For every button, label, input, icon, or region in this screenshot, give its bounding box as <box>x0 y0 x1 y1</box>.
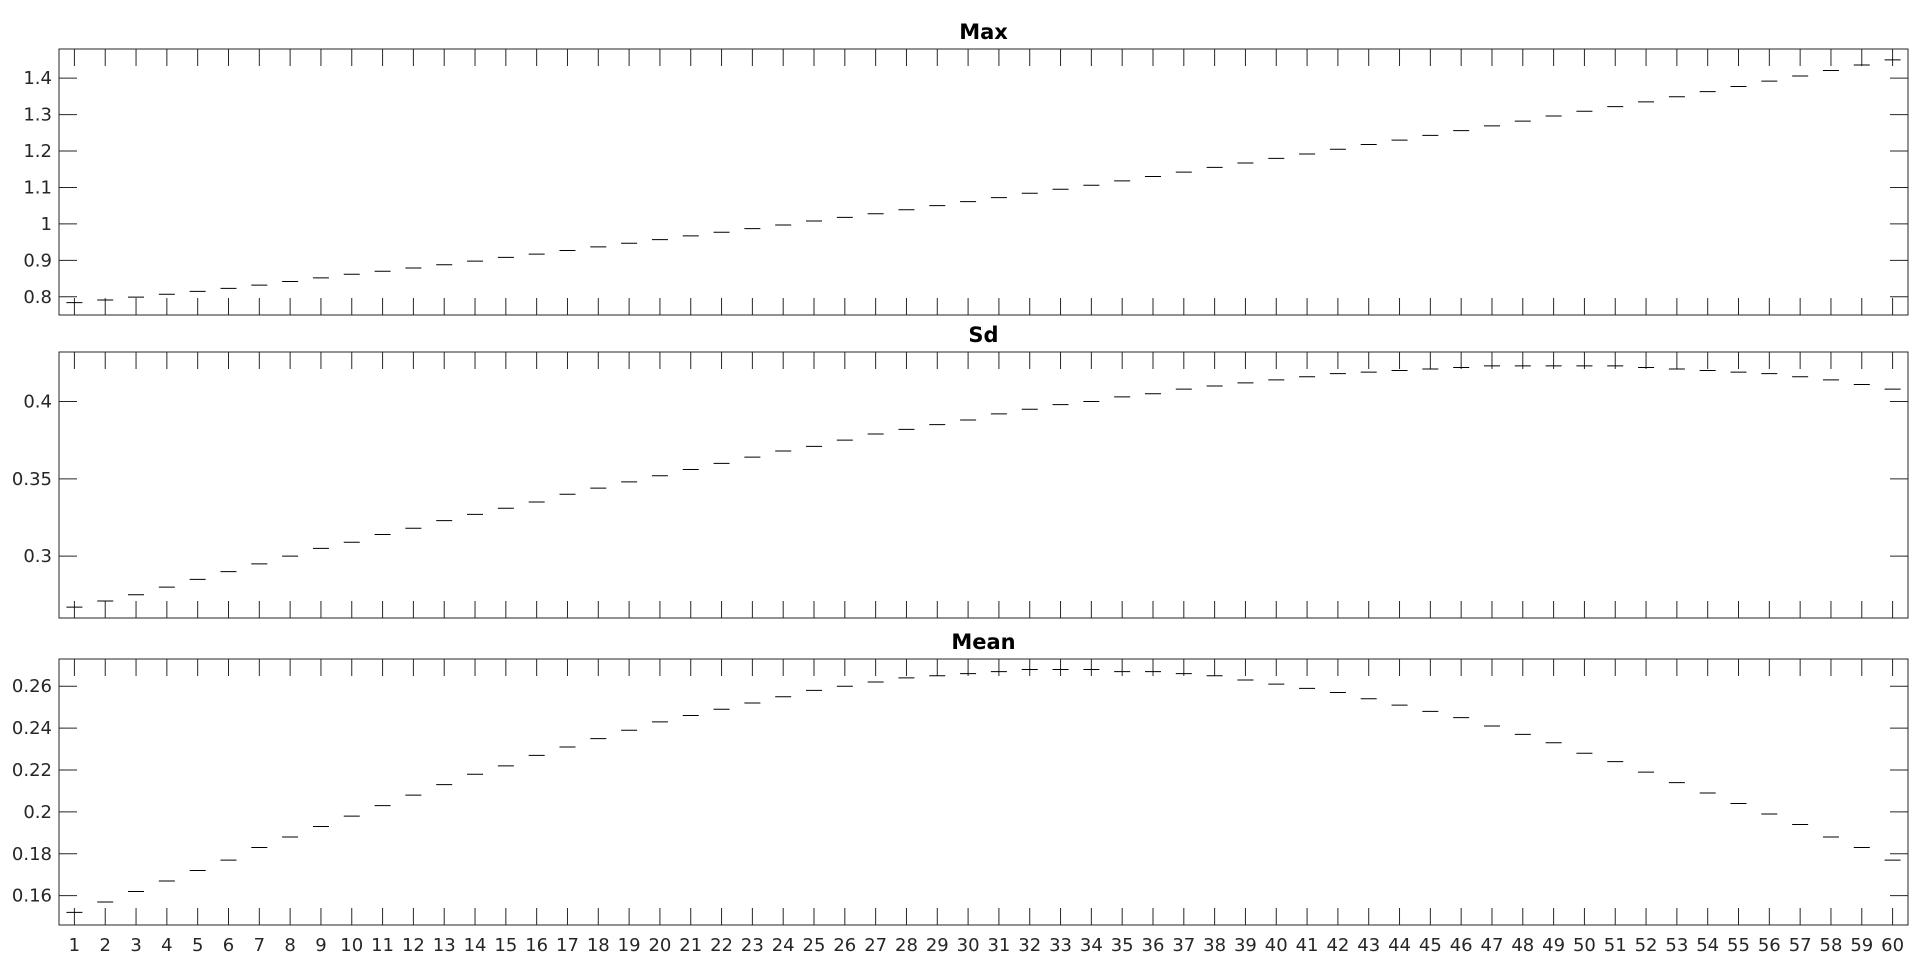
axes-frame-mean <box>58 658 1909 926</box>
x-tick-label: 13 <box>433 935 456 956</box>
y-tick-label: 0.8 <box>23 287 52 308</box>
x-tick-label: 57 <box>1789 935 1812 956</box>
y-tick-label: 0.2 <box>23 802 52 823</box>
x-tick-label: 36 <box>1142 935 1165 956</box>
x-tick-label: 43 <box>1357 935 1380 956</box>
x-tick-label: 4 <box>161 935 172 956</box>
y-tick-label: 0.4 <box>23 391 52 412</box>
y-tick-label: 0.9 <box>23 250 52 271</box>
x-tick-label: 29 <box>926 935 949 956</box>
x-tick-label: 60 <box>1881 935 1904 956</box>
y-tick-label: 1.2 <box>23 141 52 162</box>
x-tick-label: 19 <box>618 935 641 956</box>
x-tick-label: 12 <box>402 935 425 956</box>
x-tick-label: 48 <box>1511 935 1534 956</box>
x-tick-label: 44 <box>1388 935 1411 956</box>
x-tick-label: 9 <box>315 935 326 956</box>
x-tick-label: 16 <box>525 935 548 956</box>
x-tick-label: 23 <box>741 935 764 956</box>
x-tick-label: 38 <box>1203 935 1226 956</box>
x-tick-label: 10 <box>340 935 363 956</box>
x-tick-label: 30 <box>957 935 980 956</box>
x-tick-label: 37 <box>1172 935 1195 956</box>
y-tick-label: 0.22 <box>12 760 52 781</box>
x-tick-label: 27 <box>864 935 887 956</box>
x-tick-label: 8 <box>284 935 295 956</box>
x-tick-label: 58 <box>1820 935 1843 956</box>
y-tick-label: 1.4 <box>23 68 52 89</box>
y-tick-label: 0.3 <box>23 546 52 567</box>
axes-frame-sd <box>58 351 1909 619</box>
x-tick-label: 18 <box>587 935 610 956</box>
x-tick-label: 51 <box>1604 935 1627 956</box>
x-tick-label: 25 <box>803 935 826 956</box>
chart-title-sd: Sd <box>968 323 998 347</box>
y-tick-label: 1.1 <box>23 177 52 198</box>
x-tick-label: 14 <box>464 935 487 956</box>
x-tick-label: 45 <box>1419 935 1442 956</box>
panel-max: Max 0.8 0.9 1 1.1 1.2 1.3 1.4 <box>23 20 1909 316</box>
x-tick-label: 50 <box>1573 935 1596 956</box>
x-tick-label: 33 <box>1049 935 1072 956</box>
x-tick-label: 31 <box>987 935 1010 956</box>
x-tick-label: 52 <box>1635 935 1658 956</box>
x-tick-label: 17 <box>556 935 579 956</box>
x-tick-label: 26 <box>833 935 856 956</box>
x-tick-label: 11 <box>371 935 394 956</box>
y-tick-label: 0.26 <box>12 676 52 697</box>
chart-title-max: Max <box>959 20 1008 44</box>
y-tick-label: 0.35 <box>12 469 52 490</box>
y-tick-label: 1.3 <box>23 105 52 126</box>
chart-title-mean: Mean <box>951 630 1015 654</box>
x-tick-label: 32 <box>1018 935 1041 956</box>
y-tick-label: 0.16 <box>12 886 52 907</box>
x-tick-label: 28 <box>895 935 918 956</box>
x-tick-label: 34 <box>1080 935 1103 956</box>
x-tick-label: 21 <box>679 935 702 956</box>
x-tick-label: 55 <box>1727 935 1750 956</box>
y-tick-label: 0.18 <box>12 844 52 865</box>
axes-frame-max <box>58 48 1909 316</box>
x-tick-label: 59 <box>1850 935 1873 956</box>
x-tick-label: 22 <box>710 935 733 956</box>
x-tick-label: 6 <box>223 935 234 956</box>
y-tick-label: 0.24 <box>12 718 52 739</box>
x-tick-label: 35 <box>1111 935 1134 956</box>
x-tick-label: 20 <box>648 935 671 956</box>
x-tick-label: 49 <box>1542 935 1565 956</box>
x-tick-label: 1 <box>69 935 80 956</box>
x-tick-label: 5 <box>192 935 203 956</box>
x-tick-label: 15 <box>494 935 517 956</box>
x-tick-label: 41 <box>1296 935 1319 956</box>
x-tick-label: 46 <box>1450 935 1473 956</box>
x-tick-label: 7 <box>254 935 265 956</box>
x-tick-label: 3 <box>130 935 141 956</box>
x-tick-label: 2 <box>99 935 110 956</box>
x-tick-label: 54 <box>1696 935 1719 956</box>
x-tick-label: 40 <box>1265 935 1288 956</box>
x-tick-label: 42 <box>1326 935 1349 956</box>
x-tick-label: 56 <box>1758 935 1781 956</box>
panel-sd: Sd 0.3 0.35 0.4 <box>12 323 1909 619</box>
x-tick-label: 24 <box>772 935 795 956</box>
x-tick-label: 39 <box>1234 935 1257 956</box>
x-tick-label: 53 <box>1665 935 1688 956</box>
y-tick-label: 1 <box>41 214 52 235</box>
x-tick-label: 47 <box>1481 935 1504 956</box>
